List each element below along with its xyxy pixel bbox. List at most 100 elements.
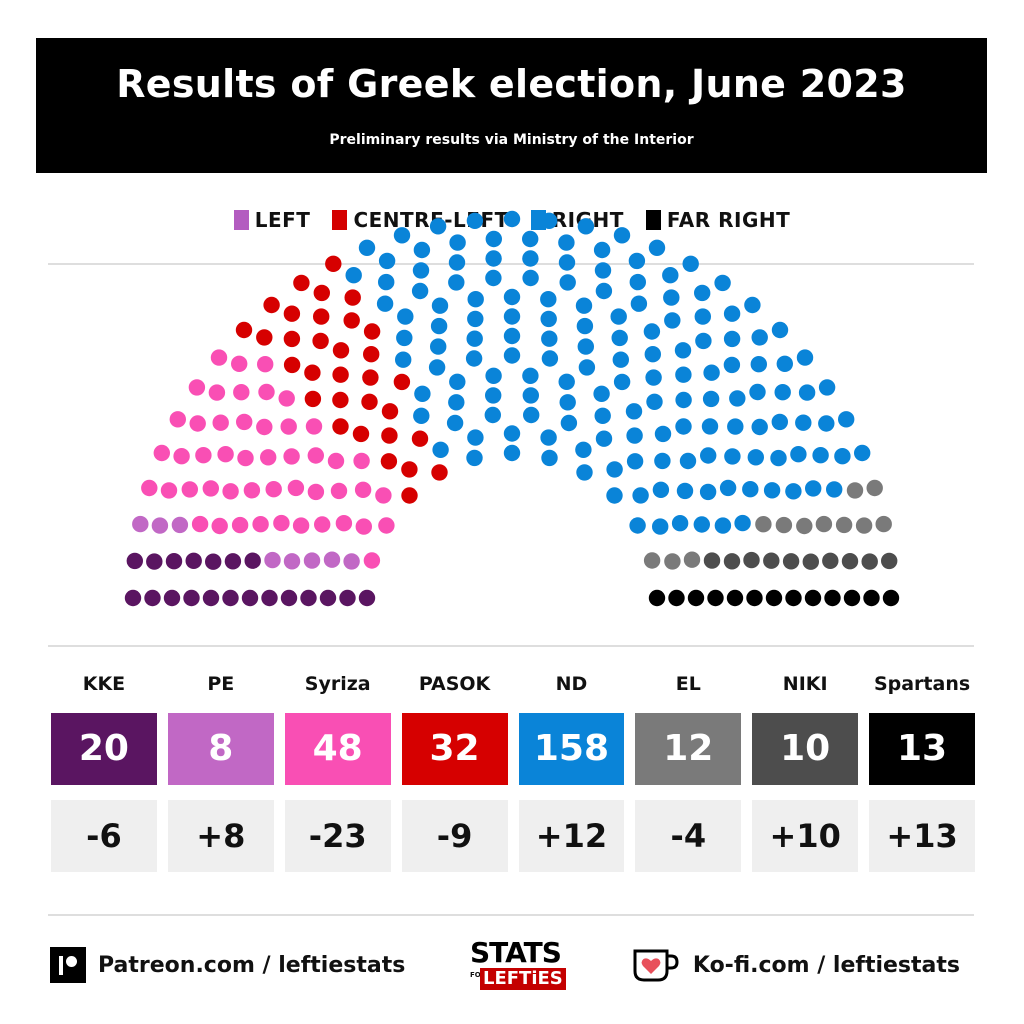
seat-kke — [339, 589, 356, 607]
seat-kke — [165, 553, 183, 570]
seat-syriza — [335, 515, 353, 532]
seat-pasok — [352, 425, 370, 443]
seat-spartans — [863, 589, 880, 607]
seat-nd — [485, 387, 502, 404]
seat-nd — [714, 274, 731, 292]
seat-kke — [300, 589, 317, 607]
seat-nd — [541, 330, 558, 347]
seat-nd — [395, 351, 412, 368]
seat-nd — [522, 387, 539, 404]
seat-spartans — [765, 589, 783, 607]
seat-nd — [679, 452, 697, 470]
seat-pasok — [401, 487, 418, 504]
seat-kke — [183, 589, 200, 607]
seat-syriza — [233, 384, 250, 401]
seat-nd — [798, 384, 816, 401]
seat-pasok — [401, 461, 418, 478]
seat-nd — [577, 338, 594, 355]
seat-syriza — [280, 418, 297, 435]
seat-nd — [594, 407, 611, 424]
seat-nd — [671, 515, 689, 532]
seat-nd — [774, 384, 791, 401]
seat-el — [755, 516, 772, 533]
seat-pasok — [283, 356, 301, 374]
seat-nd — [485, 250, 502, 267]
seat-nd — [703, 364, 720, 381]
seat-kke — [244, 552, 261, 569]
seat-nd — [396, 329, 413, 347]
seat-syriza — [307, 483, 325, 501]
kofi-link[interactable]: Ko-fi.com / leftiestats — [631, 947, 960, 983]
seat-nd — [430, 317, 448, 335]
seat-niki — [841, 553, 859, 570]
seat-nd — [719, 479, 737, 497]
seat-pasok — [263, 296, 280, 314]
seat-nd — [776, 355, 793, 372]
seat-kke — [241, 589, 259, 607]
seat-spartans — [648, 589, 666, 607]
seat-syriza — [202, 480, 219, 497]
seat-nd — [485, 269, 502, 287]
seat-syriza — [363, 552, 381, 569]
seat-nd — [652, 518, 669, 535]
seat-nd — [734, 514, 751, 532]
seat-nd — [576, 464, 593, 481]
seat-nd — [465, 350, 483, 367]
seat-pasok — [313, 284, 330, 302]
seat-pasok — [312, 332, 329, 350]
seat-nd — [694, 308, 711, 325]
seat-nd — [675, 391, 692, 409]
seat-pasok — [283, 305, 301, 322]
seat-pasok — [304, 364, 321, 381]
seat-pasok — [363, 323, 381, 340]
seat-nd — [747, 449, 764, 466]
seat-nd — [522, 269, 539, 287]
seat-syriza — [191, 515, 209, 533]
seat-nd — [676, 482, 694, 500]
seat-nd — [724, 448, 741, 465]
seat-nd — [503, 347, 521, 364]
seat-nd — [485, 367, 502, 384]
seat-nd — [826, 481, 843, 498]
seat-nd — [558, 234, 575, 251]
party-name: Syriza — [304, 673, 371, 695]
seat-syriza — [258, 383, 275, 401]
seat-niki — [703, 552, 721, 569]
seat-niki — [822, 552, 839, 569]
seat-nd — [595, 430, 613, 447]
seat-nd — [675, 418, 692, 435]
seat-nd — [695, 332, 712, 350]
seat-nd — [751, 329, 768, 346]
seat-nd — [467, 310, 484, 328]
party-column-pasok: PASOK 32 -9 — [401, 670, 508, 872]
seat-spartans — [843, 589, 861, 607]
seat-syriza — [378, 517, 395, 534]
seat-el — [775, 516, 793, 534]
seat-nd — [540, 429, 557, 446]
patreon-text: Patreon.com / leftiestats — [98, 952, 406, 978]
seat-pe — [132, 515, 149, 533]
seats-box: 13 — [869, 713, 975, 785]
seat-nd — [593, 385, 610, 402]
seat-niki — [802, 553, 819, 570]
seat-syriza — [195, 447, 212, 464]
seat-pe — [151, 517, 169, 534]
seat-nd — [575, 297, 593, 314]
seat-nd — [378, 252, 396, 270]
divider-bottom — [48, 914, 974, 916]
seat-nd — [606, 487, 623, 504]
change-box: -23 — [284, 800, 391, 872]
seat-nd — [644, 346, 661, 363]
seat-pe — [171, 516, 189, 534]
party-name: ND — [555, 673, 588, 695]
patreon-link[interactable]: Patreon.com / leftiestats — [50, 947, 405, 983]
seat-nd — [397, 308, 414, 325]
seat-nd — [522, 367, 539, 384]
seat-nd — [448, 274, 465, 291]
seat-el — [855, 517, 873, 534]
seat-pe — [343, 553, 360, 570]
seat-nd — [834, 448, 851, 465]
seat-pasok — [325, 255, 342, 272]
seat-syriza — [292, 517, 310, 534]
seat-syriza — [222, 483, 239, 500]
